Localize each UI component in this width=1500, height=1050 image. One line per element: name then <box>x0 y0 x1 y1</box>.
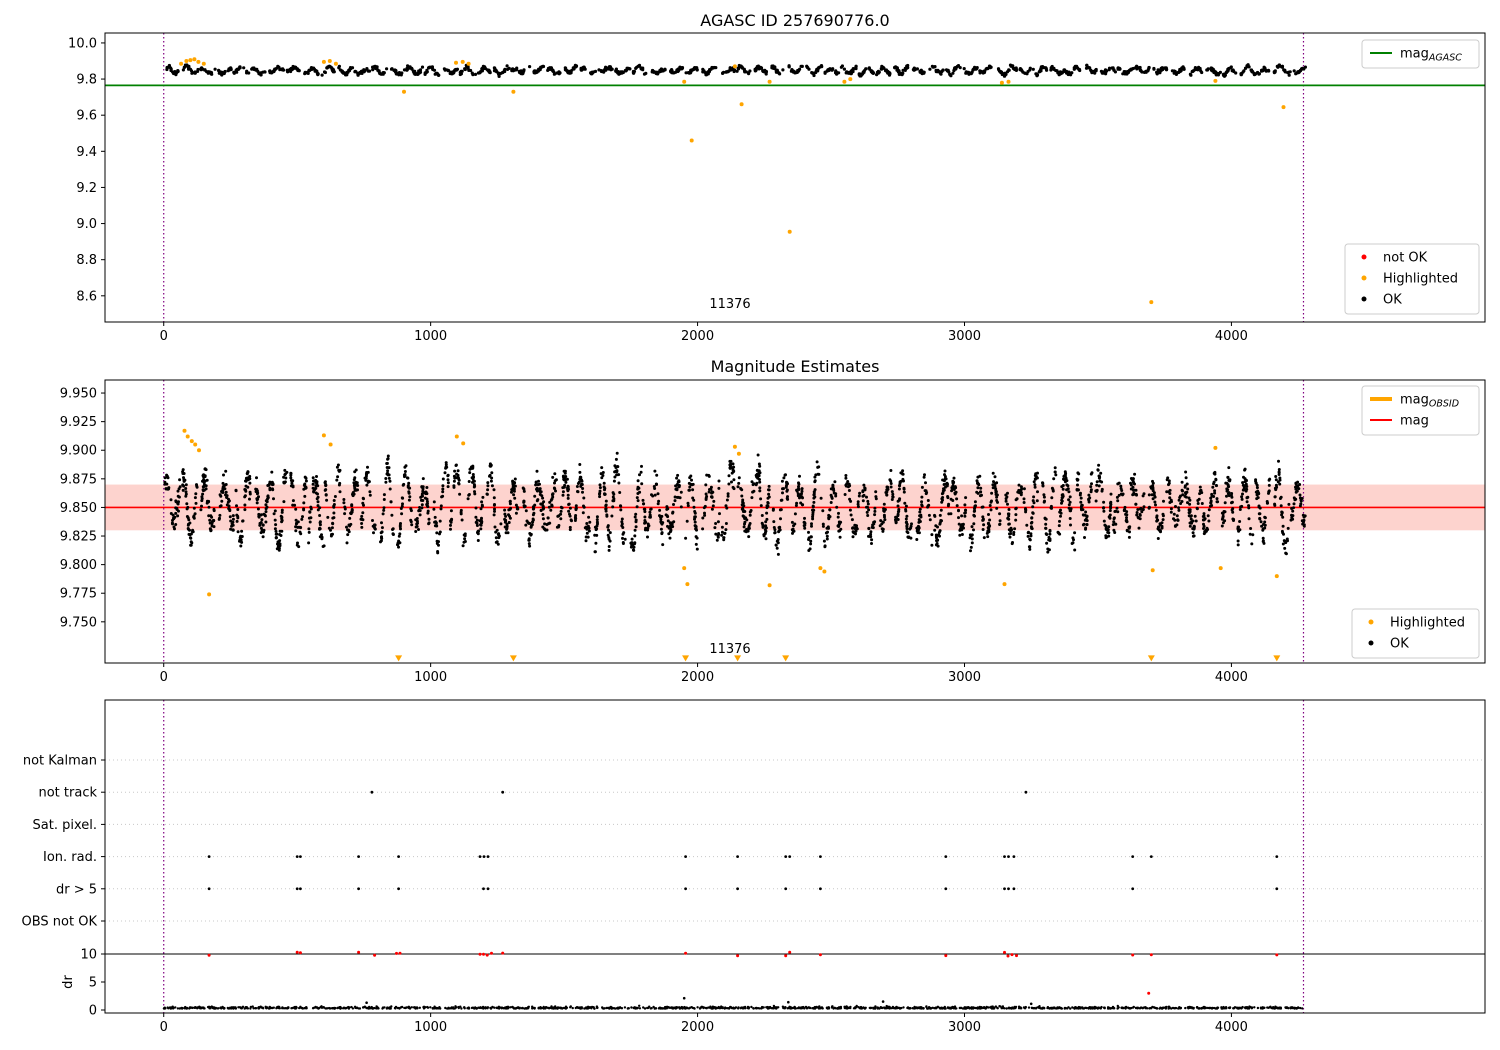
x-tick-label: 4000 <box>1215 670 1248 685</box>
x-tick-label: 2000 <box>681 670 714 685</box>
legend-sample-marker <box>1368 640 1374 646</box>
flag-category-label: dr > 5 <box>56 882 97 897</box>
legend-mag-agasc: magAGASC <box>1361 39 1480 69</box>
legend-sample-marker <box>1368 619 1374 625</box>
y-tick-label: 9.750 <box>60 615 97 630</box>
highlighted-points <box>179 57 1286 305</box>
x-tick-label: 0 <box>160 1020 168 1035</box>
y-tick-label: 8.8 <box>76 253 97 268</box>
legend-label: Highlighted <box>1390 616 1465 631</box>
legend-sample-marker <box>1361 254 1367 260</box>
y-tick-label: 9.925 <box>60 415 97 430</box>
x-tick-label: 1000 <box>414 329 447 344</box>
y-tick-label: 9.800 <box>60 558 97 573</box>
y-tick-label: 9.6 <box>76 109 97 124</box>
highlighted-clipped-markers <box>395 655 1281 662</box>
flag-points <box>207 790 1279 891</box>
x-tick-label: 4000 <box>1215 1020 1248 1035</box>
legend-label: Highlighted <box>1383 272 1458 287</box>
x-tick-label: 1000 <box>414 1020 447 1035</box>
not-ok-dr-points <box>207 950 1279 995</box>
legend-quality: not OK Highlighted OK <box>1344 243 1480 315</box>
chart-dynamic-layer: 0 1000 2000 3000 400010.09.89.69.49.29.08.88… <box>22 32 1486 1035</box>
dr-tick-label: 0 <box>89 1004 97 1019</box>
flag-category-label: Sat. pixel. <box>33 818 97 833</box>
y-tick-label: 9.4 <box>76 145 97 160</box>
dr-tick-label: 5 <box>89 976 97 991</box>
legend-label: not OK <box>1383 251 1428 266</box>
axes-frame <box>104 32 1486 323</box>
flag-category-label: Ion. rad. <box>43 850 97 865</box>
y-tick-label: 9.950 <box>60 387 97 402</box>
y-tick-label: 9.900 <box>60 444 97 459</box>
legend-box <box>1361 39 1480 69</box>
plot2-title: Magnitude Estimates <box>711 357 880 376</box>
x-tick-label: 1000 <box>414 670 447 685</box>
legend-sample-marker <box>1361 275 1367 281</box>
y-tick-label: 10.0 <box>68 36 97 51</box>
x-tick-label: 0 <box>160 670 168 685</box>
x-tick-label: 4000 <box>1215 329 1248 344</box>
y-tick-label: 8.6 <box>76 289 97 304</box>
plot1-title: AGASC ID 257690776.0 <box>700 11 889 30</box>
x-tick-label: 2000 <box>681 329 714 344</box>
legend-label: OK <box>1383 293 1402 308</box>
dr-tick-label: 10 <box>80 948 97 963</box>
plot1-obsid-annotation: 11376 <box>709 297 750 312</box>
x-tick-label: 3000 <box>948 1020 981 1035</box>
dr-points <box>162 996 1304 1010</box>
flag-category-label: OBS not OK <box>22 915 98 930</box>
y-tick-label: 9.825 <box>60 530 97 545</box>
x-tick-label: 3000 <box>948 329 981 344</box>
legend-label-subscript: OBSID <box>1429 399 1459 410</box>
ok-points <box>163 451 1307 556</box>
y-tick-label: 9.850 <box>60 501 97 516</box>
legend-box <box>1344 243 1480 315</box>
legend-label-subscript: AGASC <box>1428 53 1462 64</box>
x-tick-label: 2000 <box>681 1020 714 1035</box>
plot2-obsid-annotation: 11376 <box>709 642 750 657</box>
highlighted-points <box>182 428 1279 597</box>
legend-label: OK <box>1390 637 1409 652</box>
legend-box <box>1351 608 1480 659</box>
x-tick-label: 3000 <box>948 670 981 685</box>
axes-frame <box>104 379 1486 664</box>
y-tick-label: 9.0 <box>76 217 97 232</box>
ok-points <box>165 63 1307 78</box>
y-tick-label: 9.875 <box>60 472 97 487</box>
y-tick-label: 9.8 <box>76 73 97 88</box>
y-tick-label: 9.775 <box>60 587 97 602</box>
flag-category-label: not track <box>38 786 97 801</box>
x-tick-label: 0 <box>160 329 168 344</box>
flag-category-label: not Kalman <box>23 754 97 769</box>
y-tick-label: 9.2 <box>76 181 97 196</box>
legend-quality: Highlighted OK <box>1351 608 1480 659</box>
dr-axis-label: dr <box>61 975 76 989</box>
legend-label: mag <box>1400 414 1429 429</box>
legend-sample-marker <box>1361 296 1367 302</box>
